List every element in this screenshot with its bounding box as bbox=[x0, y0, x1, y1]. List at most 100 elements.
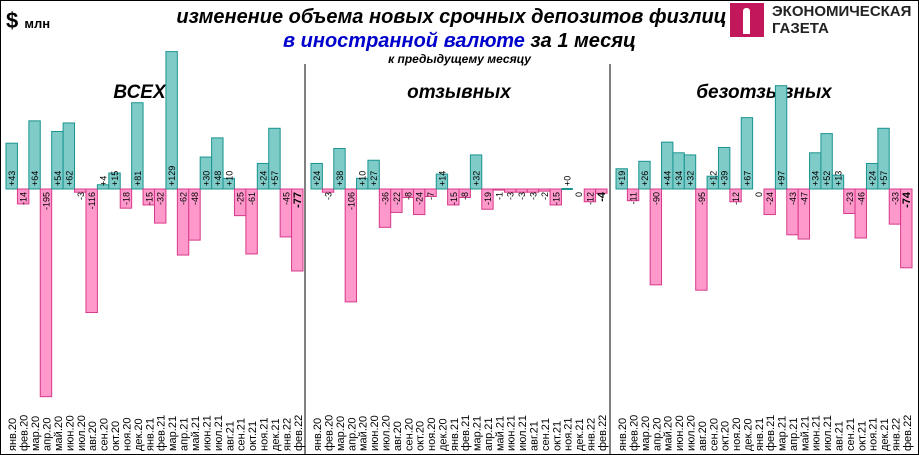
data-label: +24 bbox=[312, 171, 322, 186]
x-tick-label: июн.20 bbox=[674, 415, 686, 451]
x-tick-label: дек.20 bbox=[133, 418, 145, 451]
logo-line1: ЭКОНОМИЧЕСКАЯ bbox=[772, 3, 912, 20]
bar bbox=[85, 188, 98, 314]
bar bbox=[367, 159, 380, 190]
data-label: +67 bbox=[742, 171, 752, 186]
bar bbox=[820, 133, 833, 190]
x-tick-label: янв.21 bbox=[754, 418, 766, 451]
bar bbox=[131, 102, 144, 190]
x-tick-label: фев.20 bbox=[629, 415, 641, 451]
bar bbox=[900, 188, 913, 269]
data-label: -3 bbox=[506, 192, 516, 200]
x-tick-label: янв.20 bbox=[312, 418, 324, 451]
data-label: -7 bbox=[426, 192, 436, 200]
x-tick-label: авг.20 bbox=[697, 421, 709, 451]
x-tick-label: авг.20 bbox=[87, 421, 99, 451]
bar bbox=[638, 160, 651, 190]
bar bbox=[188, 188, 201, 241]
bar bbox=[62, 122, 76, 190]
bar bbox=[492, 188, 506, 191]
x-tick-label: фев.21 bbox=[765, 415, 777, 451]
x-tick-label: май.20 bbox=[53, 416, 65, 451]
data-label: -19 bbox=[483, 192, 493, 205]
data-label: -1 bbox=[494, 192, 504, 200]
x-tick-label: ноя.20 bbox=[121, 418, 133, 451]
x-tick-label: апр.21 bbox=[179, 418, 191, 451]
data-label: +52 bbox=[822, 171, 832, 186]
bar bbox=[481, 188, 494, 210]
data-label: +12 bbox=[708, 171, 718, 186]
data-label: +13 bbox=[834, 171, 844, 186]
bar bbox=[245, 188, 258, 255]
logo-line2: ГАЗЕТА bbox=[772, 20, 829, 37]
data-label: -74 bbox=[901, 191, 913, 208]
title-highlight: в иностранной валюте bbox=[283, 30, 525, 52]
data-label: +38 bbox=[335, 171, 345, 186]
bar bbox=[469, 154, 483, 190]
x-tick-label: ноя.21 bbox=[868, 418, 880, 451]
chart-title: изменение объема новых срочных депозитов… bbox=[0, 6, 919, 29]
unit-label: $ млн bbox=[6, 8, 50, 34]
data-label: +32 bbox=[686, 171, 696, 186]
data-label: -48 bbox=[190, 192, 200, 205]
data-label: -12 bbox=[731, 192, 741, 205]
x-tick-label: май.20 bbox=[663, 416, 675, 451]
data-label: +30 bbox=[201, 171, 211, 186]
x-tick-label: ноя.20 bbox=[731, 418, 743, 451]
bar bbox=[831, 174, 845, 190]
x-tick-label: фев.22 bbox=[293, 415, 305, 451]
logo-text: ЭКОНОМИЧЕСКАЯ ГАЗЕТА bbox=[772, 3, 911, 37]
bar bbox=[683, 154, 697, 190]
x-tick-label: янв.22 bbox=[890, 418, 902, 451]
bar bbox=[538, 188, 551, 192]
bar bbox=[877, 127, 890, 190]
data-label: -15 bbox=[449, 192, 459, 205]
data-label: +57 bbox=[270, 171, 280, 186]
x-tick-label: июн.20 bbox=[369, 415, 381, 451]
data-label: +39 bbox=[720, 171, 730, 186]
x-tick-label: дек.21 bbox=[574, 418, 586, 451]
bar bbox=[695, 188, 708, 291]
x-tick-label: дек.20 bbox=[742, 418, 754, 451]
bar bbox=[424, 188, 437, 197]
data-label: 0 bbox=[754, 192, 764, 197]
x-tick-label: окт.21 bbox=[856, 421, 868, 451]
data-label: -45 bbox=[281, 192, 291, 205]
x-tick-label: ноя.20 bbox=[426, 418, 438, 451]
data-label: -2 bbox=[540, 192, 550, 200]
x-tick-label: окт.20 bbox=[110, 421, 122, 451]
data-label: +24 bbox=[868, 171, 878, 186]
bar bbox=[119, 188, 133, 209]
bar bbox=[729, 188, 742, 203]
x-tick-label: сен.20 bbox=[99, 418, 111, 451]
data-label: -15 bbox=[551, 192, 561, 205]
bar bbox=[583, 188, 597, 203]
bar bbox=[333, 148, 346, 190]
bar bbox=[321, 188, 335, 193]
data-label: +81 bbox=[133, 171, 143, 186]
bar bbox=[74, 188, 87, 193]
x-tick-label: май.20 bbox=[358, 416, 370, 451]
bar bbox=[390, 188, 403, 213]
bar bbox=[515, 188, 528, 193]
bar bbox=[16, 188, 30, 205]
data-label: -32 bbox=[156, 192, 166, 205]
x-tick-label: дек.21 bbox=[270, 418, 282, 451]
panel-title: отзывных bbox=[407, 82, 512, 103]
data-label: +24 bbox=[259, 171, 269, 186]
x-tick-label: фев.20 bbox=[324, 415, 336, 451]
x-tick-label: янв.22 bbox=[281, 418, 293, 451]
bar bbox=[291, 188, 304, 272]
bar bbox=[28, 120, 41, 190]
data-label: +62 bbox=[64, 171, 74, 186]
x-tick-label: апр.20 bbox=[651, 418, 663, 451]
x-tick-label: сен.20 bbox=[708, 418, 720, 451]
x-tick-label: авг.21 bbox=[224, 421, 236, 451]
data-label: -3 bbox=[324, 192, 334, 200]
data-label: +26 bbox=[640, 171, 650, 186]
data-label: -12 bbox=[585, 192, 595, 205]
bar bbox=[763, 188, 776, 216]
bar bbox=[740, 117, 754, 190]
bar bbox=[344, 188, 358, 303]
